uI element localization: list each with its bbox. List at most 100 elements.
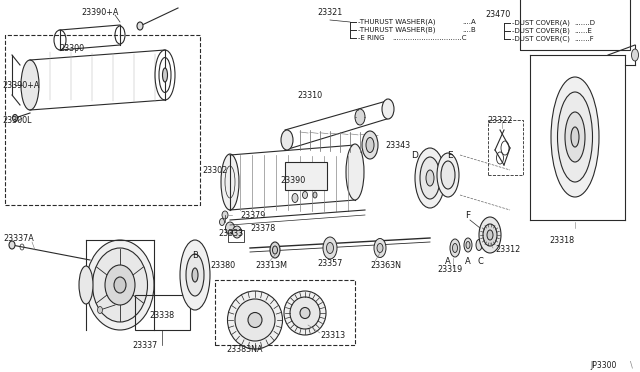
Text: -THURUST WASHER(B): -THURUST WASHER(B) <box>358 27 435 33</box>
Ellipse shape <box>93 248 147 322</box>
Text: 23380: 23380 <box>210 260 235 269</box>
Text: 23333: 23333 <box>218 228 243 237</box>
Ellipse shape <box>483 224 497 246</box>
Ellipse shape <box>186 254 204 296</box>
Text: 23300L: 23300L <box>2 115 31 125</box>
Ellipse shape <box>232 226 241 238</box>
Text: 23363N: 23363N <box>370 260 401 269</box>
Ellipse shape <box>221 154 239 210</box>
Text: -DUST COVER(C): -DUST COVER(C) <box>512 36 570 42</box>
Text: 23378: 23378 <box>250 224 275 232</box>
Ellipse shape <box>284 291 326 335</box>
Text: 23319: 23319 <box>437 266 463 275</box>
Ellipse shape <box>290 297 320 329</box>
Ellipse shape <box>366 138 374 153</box>
Text: A: A <box>465 257 471 266</box>
Text: 23383NA: 23383NA <box>227 346 263 355</box>
Ellipse shape <box>551 77 599 197</box>
Text: 23337: 23337 <box>132 340 157 350</box>
Ellipse shape <box>270 242 280 258</box>
Ellipse shape <box>303 192 307 199</box>
Text: 23322: 23322 <box>487 115 513 125</box>
Text: 23357: 23357 <box>317 259 342 267</box>
Text: 23379: 23379 <box>240 211 266 219</box>
Ellipse shape <box>632 49 639 61</box>
Text: -DUST COVER(B): -DUST COVER(B) <box>512 28 570 34</box>
Text: -DUST COVER(A): -DUST COVER(A) <box>512 20 570 26</box>
Ellipse shape <box>281 130 293 150</box>
Ellipse shape <box>220 218 225 225</box>
Text: .......F: .......F <box>574 36 594 42</box>
Text: 23390: 23390 <box>280 176 305 185</box>
Text: 23312: 23312 <box>495 246 520 254</box>
Ellipse shape <box>227 291 282 349</box>
Text: B: B <box>192 250 198 260</box>
Ellipse shape <box>13 115 17 122</box>
Ellipse shape <box>479 217 501 253</box>
Ellipse shape <box>382 99 394 119</box>
Text: 23390+A: 23390+A <box>81 7 118 16</box>
Text: ......E: ......E <box>574 28 592 34</box>
Ellipse shape <box>565 112 585 162</box>
Ellipse shape <box>225 222 234 234</box>
Ellipse shape <box>114 277 126 293</box>
Text: 23343: 23343 <box>385 141 410 150</box>
Ellipse shape <box>137 22 143 30</box>
Ellipse shape <box>273 246 278 254</box>
Ellipse shape <box>292 193 298 202</box>
Ellipse shape <box>377 244 383 253</box>
Text: -THURUST WASHER(A): -THURUST WASHER(A) <box>358 19 435 25</box>
Ellipse shape <box>450 239 460 257</box>
Ellipse shape <box>180 240 210 310</box>
Ellipse shape <box>192 268 198 282</box>
Text: \: \ <box>630 360 633 369</box>
Ellipse shape <box>452 244 458 253</box>
Text: -E RING: -E RING <box>358 35 385 41</box>
Ellipse shape <box>464 238 472 252</box>
Ellipse shape <box>476 240 482 250</box>
Text: D: D <box>412 151 419 160</box>
Ellipse shape <box>235 299 275 341</box>
Text: .......D: .......D <box>574 20 595 26</box>
Ellipse shape <box>374 238 386 257</box>
Ellipse shape <box>323 237 337 259</box>
Text: 23338: 23338 <box>149 311 175 320</box>
Text: 23300: 23300 <box>60 44 84 52</box>
Ellipse shape <box>362 131 378 159</box>
Text: ....B: ....B <box>462 27 476 33</box>
Text: 23390+A: 23390+A <box>2 80 40 90</box>
Text: 23313M: 23313M <box>255 260 287 269</box>
Text: 23321: 23321 <box>317 7 342 16</box>
Ellipse shape <box>222 211 228 219</box>
Ellipse shape <box>437 153 459 197</box>
Ellipse shape <box>326 243 333 253</box>
Ellipse shape <box>441 161 455 189</box>
Text: 23337A: 23337A <box>3 234 34 243</box>
Bar <box>488 120 523 175</box>
Ellipse shape <box>86 240 154 330</box>
Text: ....A: ....A <box>462 19 476 25</box>
Ellipse shape <box>346 144 364 200</box>
Text: C: C <box>477 257 483 266</box>
Text: JP3300: JP3300 <box>590 360 616 369</box>
Bar <box>228 230 244 242</box>
Text: 23470: 23470 <box>485 10 510 19</box>
Bar <box>135 295 190 330</box>
Ellipse shape <box>21 60 39 110</box>
Text: 23310: 23310 <box>298 90 323 99</box>
Text: F: F <box>465 211 470 219</box>
Ellipse shape <box>97 307 102 314</box>
Ellipse shape <box>487 230 493 240</box>
Text: 23302: 23302 <box>202 166 228 174</box>
Ellipse shape <box>355 109 365 125</box>
Ellipse shape <box>466 241 470 248</box>
Bar <box>215 280 355 345</box>
Ellipse shape <box>105 265 135 305</box>
Ellipse shape <box>9 241 15 249</box>
Text: 23318: 23318 <box>549 235 575 244</box>
Text: 23313: 23313 <box>320 330 345 340</box>
Ellipse shape <box>426 170 434 186</box>
Text: A: A <box>445 257 451 266</box>
Ellipse shape <box>313 192 317 198</box>
Text: E: E <box>447 151 453 160</box>
